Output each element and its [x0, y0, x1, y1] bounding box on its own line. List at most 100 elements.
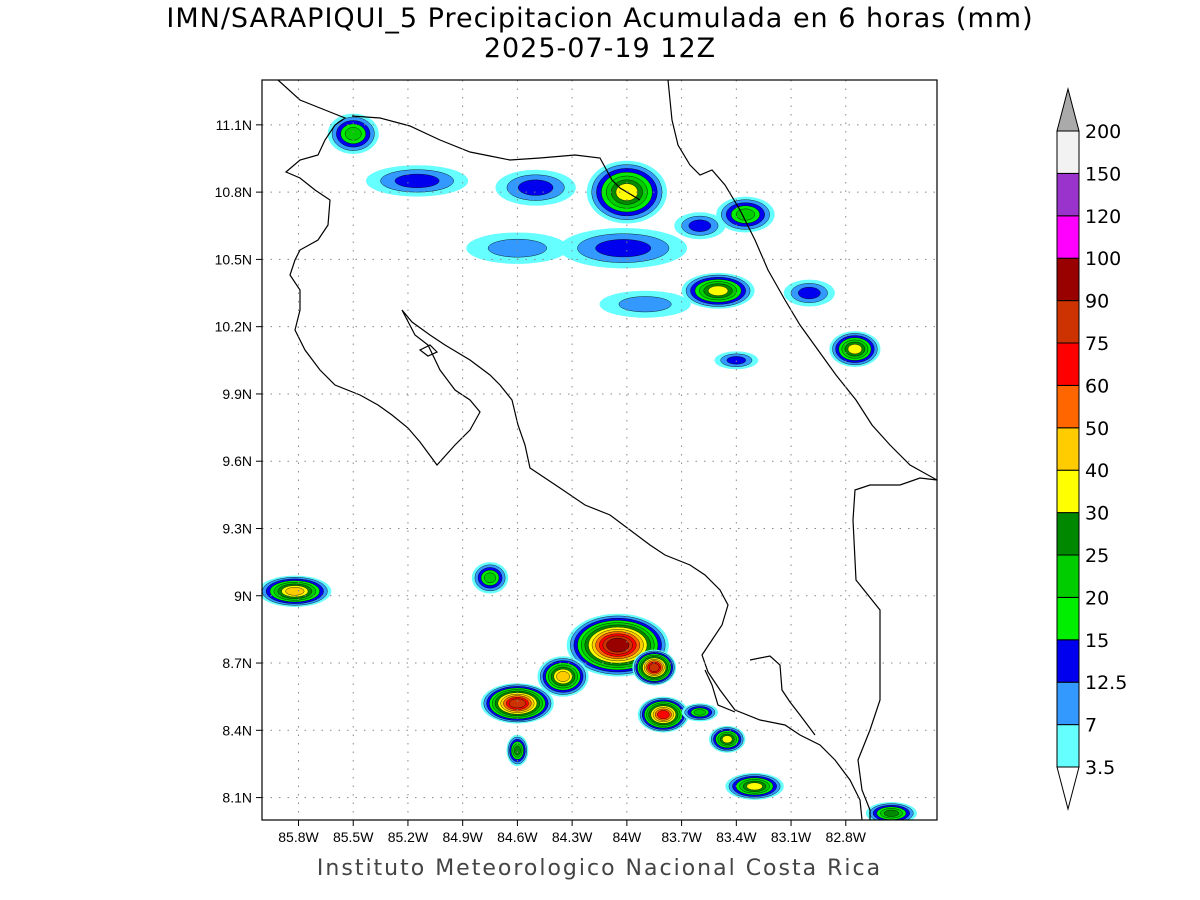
- x-tick-label: 85.8W: [278, 829, 319, 845]
- precip-contour: [883, 809, 900, 817]
- precip-cell: [480, 683, 554, 724]
- precip-cell: [865, 802, 917, 820]
- colorbar-label: 150: [1085, 163, 1121, 185]
- precip-contour: [798, 287, 821, 300]
- colorbar-label: 7: [1085, 715, 1097, 737]
- colorbar-swatch: [1056, 724, 1080, 768]
- precip-cell: [681, 703, 719, 722]
- precip-contour: [707, 285, 729, 296]
- precip-cell: [327, 113, 379, 154]
- map-frame: [261, 79, 938, 821]
- precip-cell: [471, 562, 509, 594]
- map-subtitle-datetime: 2025-07-19 12Z: [483, 33, 717, 64]
- precip-cell: [537, 656, 589, 697]
- colorbar-swatch: [1056, 469, 1080, 514]
- colorbar-swatch: [1056, 384, 1080, 429]
- colorbar-swatch: [1056, 300, 1080, 344]
- precip-contour: [518, 179, 554, 196]
- precip-contour: [394, 173, 440, 188]
- precip-contour: [722, 735, 733, 744]
- y-tick-label: 8.7N: [222, 655, 252, 671]
- gulf-nicoya-island: [418, 344, 439, 357]
- colorbar-arrow-low: [1056, 766, 1080, 811]
- precip-contour: [726, 356, 747, 365]
- colorbar-label: 75: [1085, 333, 1109, 355]
- precip-contour: [657, 710, 670, 720]
- colorbar-label: 20: [1085, 587, 1109, 609]
- precip-cell: [632, 649, 677, 686]
- nicaragua-coastline-west: [277, 80, 863, 820]
- precip-contour: [688, 219, 712, 232]
- colorbar-label: 15: [1085, 630, 1109, 652]
- x-tick-label: 83.4W: [716, 829, 757, 845]
- precipitation-colorbar: 3.5 7 12.5 15 20 25 30 40 50 60 75 90 100 120 150 200: [1056, 87, 1127, 811]
- precip-contour: [595, 239, 652, 258]
- coastlines-borders: [277, 80, 937, 820]
- y-tick-label: 9N: [234, 588, 252, 604]
- colorbar-swatch: [1056, 215, 1080, 259]
- precip-contour: [556, 671, 570, 682]
- precip-cell: [637, 696, 689, 733]
- map-title: IMN/SARAPIQUI_5 Precipitacion Acumulada …: [166, 3, 1034, 34]
- precip-cell: [716, 196, 775, 233]
- colorbar-swatch: [1056, 512, 1080, 556]
- precip-contour: [606, 637, 630, 653]
- y-tick-label: 10.2N: [215, 319, 252, 335]
- x-tick-label: 84.3W: [552, 829, 593, 845]
- longitude-ticks: 85.8W 85.5W 85.2W 84.9W 84.6W 84.3W 84W 83.7W 83…: [278, 820, 867, 845]
- colorbar-swatch: [1056, 257, 1080, 302]
- precip-cell: [714, 351, 759, 370]
- colorbar-swatch: [1056, 342, 1080, 386]
- x-tick-label: 84.6W: [497, 829, 538, 845]
- precip-contour: [508, 698, 526, 709]
- precip-cell: [599, 290, 691, 318]
- osa-peninsula-coast: [749, 655, 816, 736]
- x-tick-label: 84W: [612, 829, 642, 845]
- x-tick-label: 83.7W: [661, 829, 702, 845]
- colorbar-swatch: [1056, 130, 1080, 174]
- precip-contour: [514, 745, 521, 756]
- precip-contour: [618, 296, 672, 313]
- colorbar-label: 200: [1085, 121, 1121, 143]
- x-tick-label: 85.2W: [388, 829, 429, 845]
- precip-cell: [586, 160, 667, 224]
- precip-cell: [466, 232, 569, 264]
- colorbar-swatch: [1056, 554, 1080, 598]
- colorbar-label: 50: [1085, 418, 1109, 440]
- precip-contour: [649, 663, 660, 672]
- precip-contour: [484, 572, 497, 584]
- lat-lon-grid: [262, 80, 937, 820]
- colorbar-label: 30: [1085, 503, 1109, 525]
- y-tick-label: 10.8N: [215, 184, 252, 200]
- precip-cell: [674, 212, 726, 240]
- precip-cell: [681, 272, 755, 309]
- colorbar-arrow-high: [1056, 87, 1080, 132]
- y-tick-label: 8.1N: [222, 790, 252, 806]
- precip-contour: [746, 782, 763, 791]
- colorbar-label: 90: [1085, 291, 1109, 313]
- colorbar-label: 120: [1085, 206, 1121, 228]
- precip-contour: [285, 587, 305, 596]
- colorbar-swatch: [1056, 172, 1080, 217]
- colorbar-label: 3.5: [1085, 757, 1115, 779]
- colorbar-label: 40: [1085, 460, 1109, 482]
- precip-cell: [365, 165, 469, 197]
- colorbar-swatch: [1056, 639, 1080, 683]
- y-tick-label: 9.9N: [222, 386, 252, 402]
- colorbar-swatch: [1056, 596, 1080, 641]
- x-tick-label: 84.9W: [442, 829, 483, 845]
- precip-cell: [829, 331, 881, 368]
- precip-contour: [847, 344, 863, 355]
- y-tick-label: 10.5N: [215, 251, 252, 267]
- precip-contour: [735, 208, 755, 221]
- colorbar-swatch: [1056, 427, 1080, 471]
- precipitation-field: [262, 113, 917, 820]
- costa-rica-panama-border: [704, 669, 736, 713]
- nicaragua-costa-rica-border: [351, 115, 641, 201]
- precip-contour: [693, 709, 706, 716]
- precip-contour: [344, 127, 362, 141]
- x-tick-label: 82.8W: [826, 829, 867, 845]
- colorbar-label: 12.5: [1085, 672, 1127, 694]
- precip-cell: [506, 734, 529, 767]
